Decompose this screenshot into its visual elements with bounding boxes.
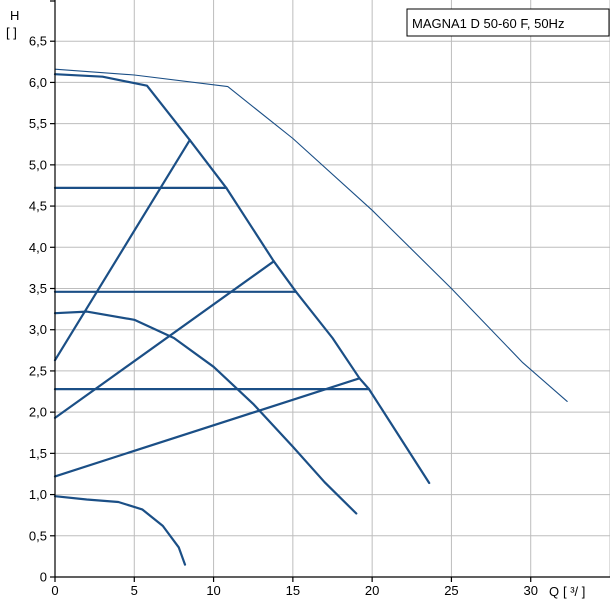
ticks: 0 5 10 15 20 25 30 0 0,5 1,0 1,5 2,0 2,5 3,0 3,5 4,0 4,5… bbox=[29, 0, 538, 598]
x-tick-label: 0 bbox=[51, 583, 58, 598]
y-tick-label: 0,5 bbox=[29, 528, 47, 543]
y-tick-label: 3,0 bbox=[29, 322, 47, 337]
y-tick-label: 3,5 bbox=[29, 281, 47, 296]
x-tick-label: 15 bbox=[286, 583, 300, 598]
y-tick-label: 0 bbox=[40, 570, 47, 585]
y-axis-unit: [ ] bbox=[6, 25, 17, 40]
legend-title: MAGNA1 D 50-60 F, 50Hz bbox=[412, 16, 564, 31]
x-axis-unit: [ ³/ ] bbox=[563, 584, 585, 599]
y-tick-label: 5,5 bbox=[29, 116, 47, 131]
x-tick-label: 5 bbox=[131, 583, 138, 598]
grid bbox=[55, 0, 610, 577]
curve-series-7 bbox=[53, 377, 361, 478]
y-tick-label: 4,5 bbox=[29, 199, 47, 214]
curves bbox=[53, 68, 568, 566]
legend-box bbox=[406, 8, 610, 37]
y-tick-label: 1,5 bbox=[29, 446, 47, 461]
x-tick-label: 30 bbox=[523, 583, 537, 598]
x-tick-label: 10 bbox=[206, 583, 220, 598]
curve-series-8 bbox=[53, 310, 358, 515]
y-tick-label: 4,0 bbox=[29, 240, 47, 255]
y-tick-label: 1,0 bbox=[29, 487, 47, 502]
curve-series-5 bbox=[53, 139, 191, 362]
y-tick-label: 2,5 bbox=[29, 363, 47, 378]
y-axis-title: H bbox=[10, 8, 19, 23]
curve-series-9 bbox=[53, 495, 187, 566]
curve-series-6 bbox=[53, 260, 275, 419]
y-tick-label: 5,0 bbox=[29, 157, 47, 172]
y-tick-label: 2,0 bbox=[29, 405, 47, 420]
curve-series-1 bbox=[53, 73, 431, 485]
x-tick-label: 20 bbox=[365, 583, 379, 598]
x-axis-title: Q bbox=[549, 584, 559, 599]
x-tick-label: 25 bbox=[444, 583, 458, 598]
curve-series-0 bbox=[54, 68, 568, 402]
y-tick-label: 6,5 bbox=[29, 34, 47, 49]
legend: MAGNA1 D 50-60 F, 50Hz bbox=[406, 8, 610, 37]
y-tick-label: 6,0 bbox=[29, 75, 47, 90]
